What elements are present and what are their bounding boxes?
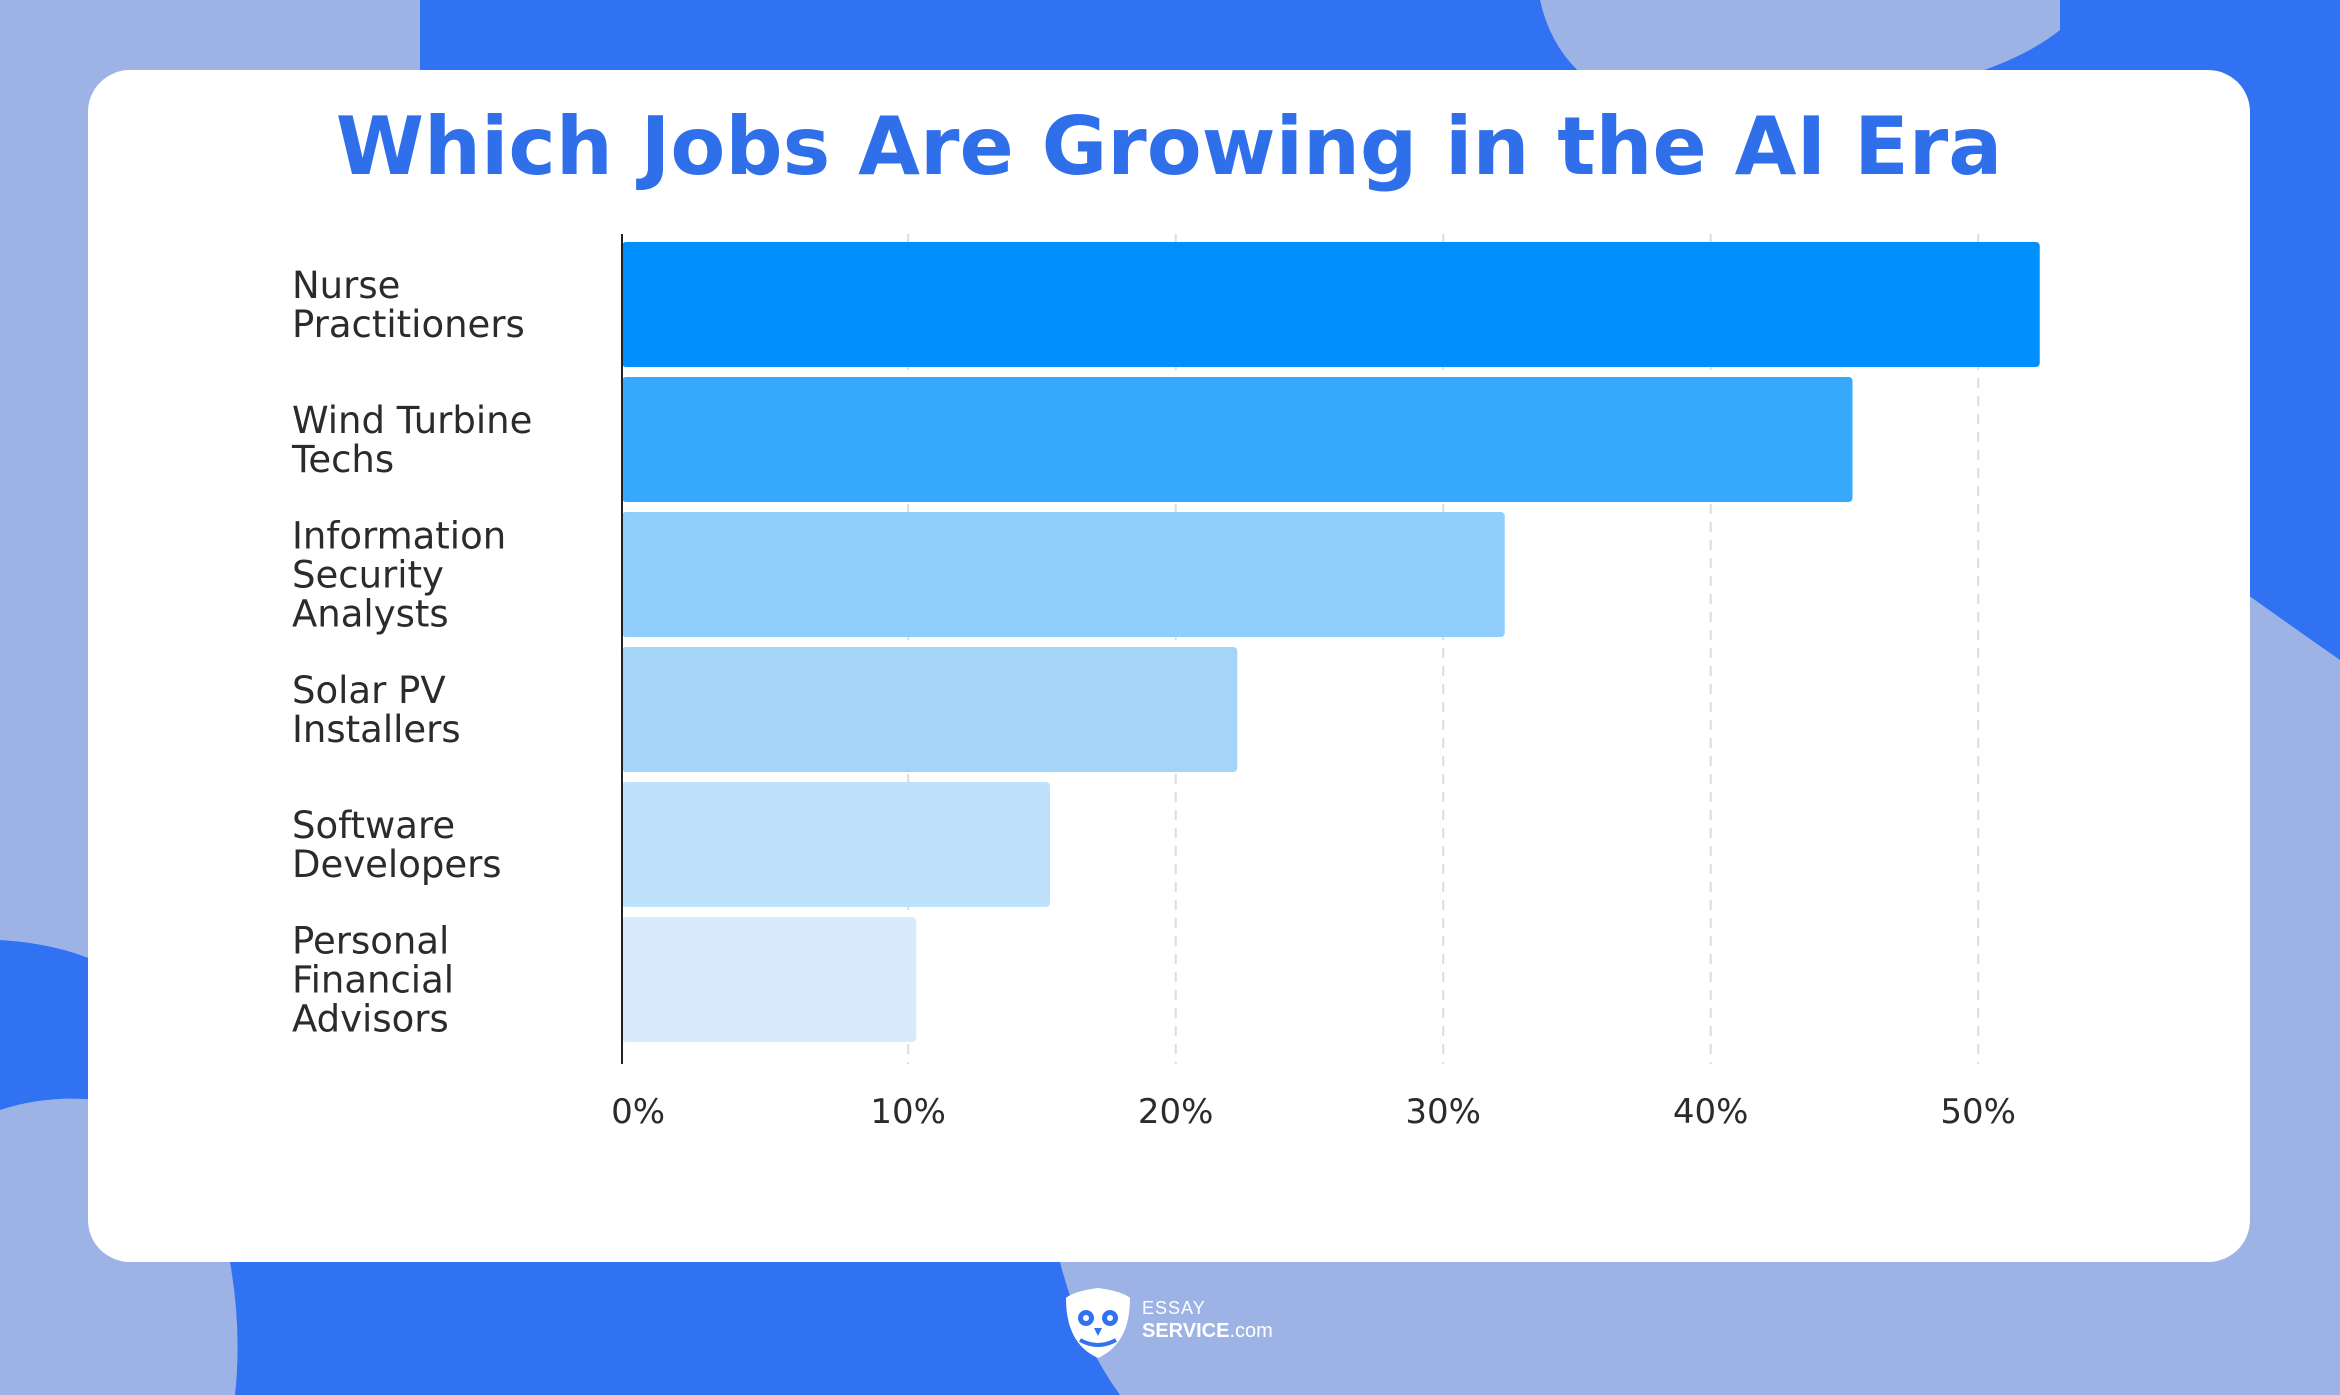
category-label: Personal Financial Advisors <box>292 920 454 1041</box>
category-label: Nurse Practitioners <box>292 264 525 346</box>
essay-service-logo: ESSAY SERVICE.com <box>1062 1284 1282 1364</box>
x-tick-label: 0% <box>611 1092 665 1132</box>
x-tick-label: 40% <box>1673 1092 1749 1132</box>
category-label: Information Security Analysts <box>292 515 506 636</box>
bar <box>622 242 2040 367</box>
x-tick-label: 20% <box>1138 1092 1214 1132</box>
logo-text-suffix: .com <box>1229 1320 1273 1342</box>
bar <box>622 647 1238 772</box>
logo-text-bold: SERVICE <box>1142 1320 1230 1342</box>
x-tick-label: 50% <box>1940 1092 2016 1132</box>
bar <box>622 377 1853 502</box>
bar <box>622 782 1050 907</box>
category-label: Solar PV Installers <box>292 669 461 751</box>
bar <box>622 917 917 1042</box>
logo-text-bottom: SERVICE.com <box>1142 1320 1273 1343</box>
category-label: Software Developers <box>292 804 502 886</box>
owl-shield-icon <box>1066 1288 1130 1358</box>
logo-text-top: ESSAY <box>1142 1298 1206 1318</box>
category-label: Wind Turbine Techs <box>291 399 532 481</box>
x-tick-label: 10% <box>870 1092 946 1132</box>
x-tick-label: 30% <box>1405 1092 1481 1132</box>
chart-title: Which Jobs Are Growing in the AI Era <box>335 100 2003 193</box>
bar <box>622 512 1505 637</box>
